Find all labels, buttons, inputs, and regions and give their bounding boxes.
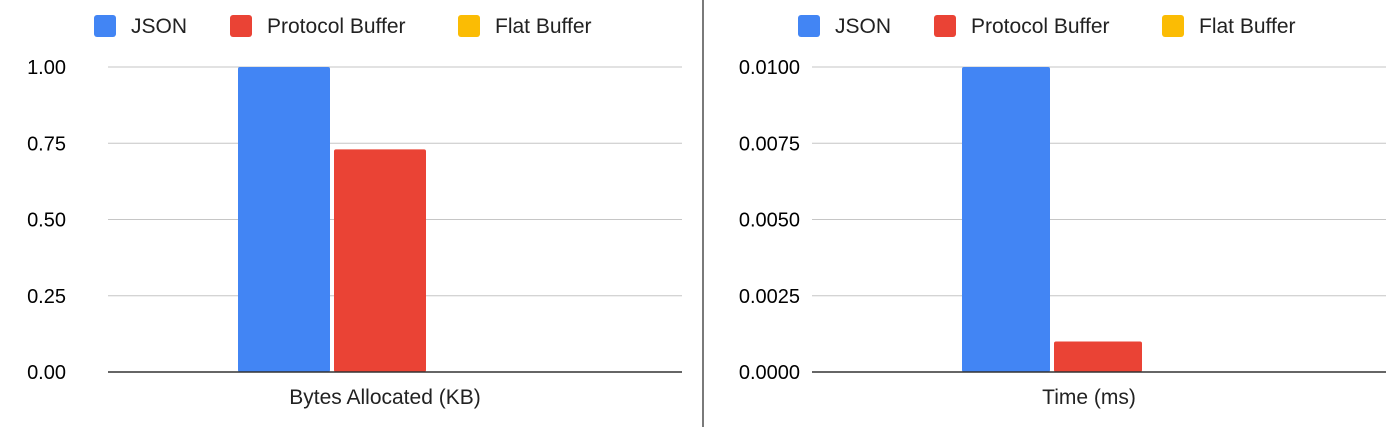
y-tick-label: 0.0075 <box>739 133 800 155</box>
y-tick-label: 0.75 <box>27 133 66 155</box>
x-category-label: Time (ms) <box>1042 386 1136 409</box>
legend-label: Protocol Buffer <box>971 15 1110 38</box>
y-tick-label: 0.00 <box>27 362 66 384</box>
y-tick-label: 0.0000 <box>739 362 800 384</box>
bar-protocol-buffer <box>334 149 426 372</box>
legend-swatch <box>94 15 116 37</box>
chart-bytes-allocated: 0.00 0.25 0.50 0.75 1.00 Bytes Allocated (KB)… <box>27 15 682 409</box>
legend-label: JSON <box>131 15 187 38</box>
x-category-label: Bytes Allocated (KB) <box>289 386 480 409</box>
y-tick-label: 0.0100 <box>739 57 800 79</box>
chart-time: 0.0000 0.0025 0.0050 0.0075 0.0100 Time (ms) J… <box>704 0 1400 427</box>
bar-json <box>962 67 1050 372</box>
legend-swatch <box>798 15 820 37</box>
legend-label: Protocol Buffer <box>267 15 406 38</box>
legend-swatch <box>230 15 252 37</box>
legend-swatch <box>458 15 480 37</box>
bar-protocol-buffer <box>1054 341 1142 372</box>
y-tick-label: 0.50 <box>27 210 66 232</box>
legend-swatch <box>934 15 956 37</box>
bar-chart-left: 0.00 0.25 0.50 0.75 1.00 Bytes Allocated (KB)… <box>27 15 682 409</box>
y-tick-label: 0.0025 <box>739 286 800 308</box>
legend-swatch <box>1162 15 1184 37</box>
y-tick-label: 0.25 <box>27 286 66 308</box>
bar-chart-right: 0.0000 0.0025 0.0050 0.0075 0.0100 Time (ms) J… <box>739 15 1386 409</box>
bar-json <box>238 67 330 372</box>
y-tick-label: 1.00 <box>27 57 66 79</box>
y-tick-label: 0.0050 <box>739 210 800 232</box>
legend-label: Flat Buffer <box>1199 15 1296 38</box>
legend-label: JSON <box>835 15 891 38</box>
legend-label: Flat Buffer <box>495 15 592 38</box>
panel-divider <box>702 0 704 427</box>
